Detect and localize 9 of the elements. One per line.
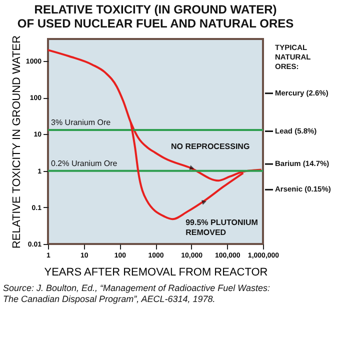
x-axis-title: YEARS AFTER REMOVAL FROM REACTOR [44, 266, 268, 278]
annotation: 99.5% PLUTONIUM REMOVED [186, 218, 258, 238]
ref-line-label: 3% Uranium Ore [51, 118, 112, 128]
text: OF USED NUCLEAR FUEL AND NATURAL ORES [17, 16, 294, 31]
annotation: NO REPROCESSING [170, 142, 250, 151]
text: RELATIVE TOXICITY (IN GROUND WATER) [34, 2, 277, 17]
source-note: Source: J. Boulton, Ed., “Management of Radioactive Fuel Wastes: The Canadian Disposal Program”, AECL-6314, 1978. [3, 283, 270, 304]
y-axis-title: RELATIVE TOXICITY IN GROUND WATER [10, 35, 23, 249]
ref-line-label: 0.2% Uranium Ore [51, 158, 118, 168]
